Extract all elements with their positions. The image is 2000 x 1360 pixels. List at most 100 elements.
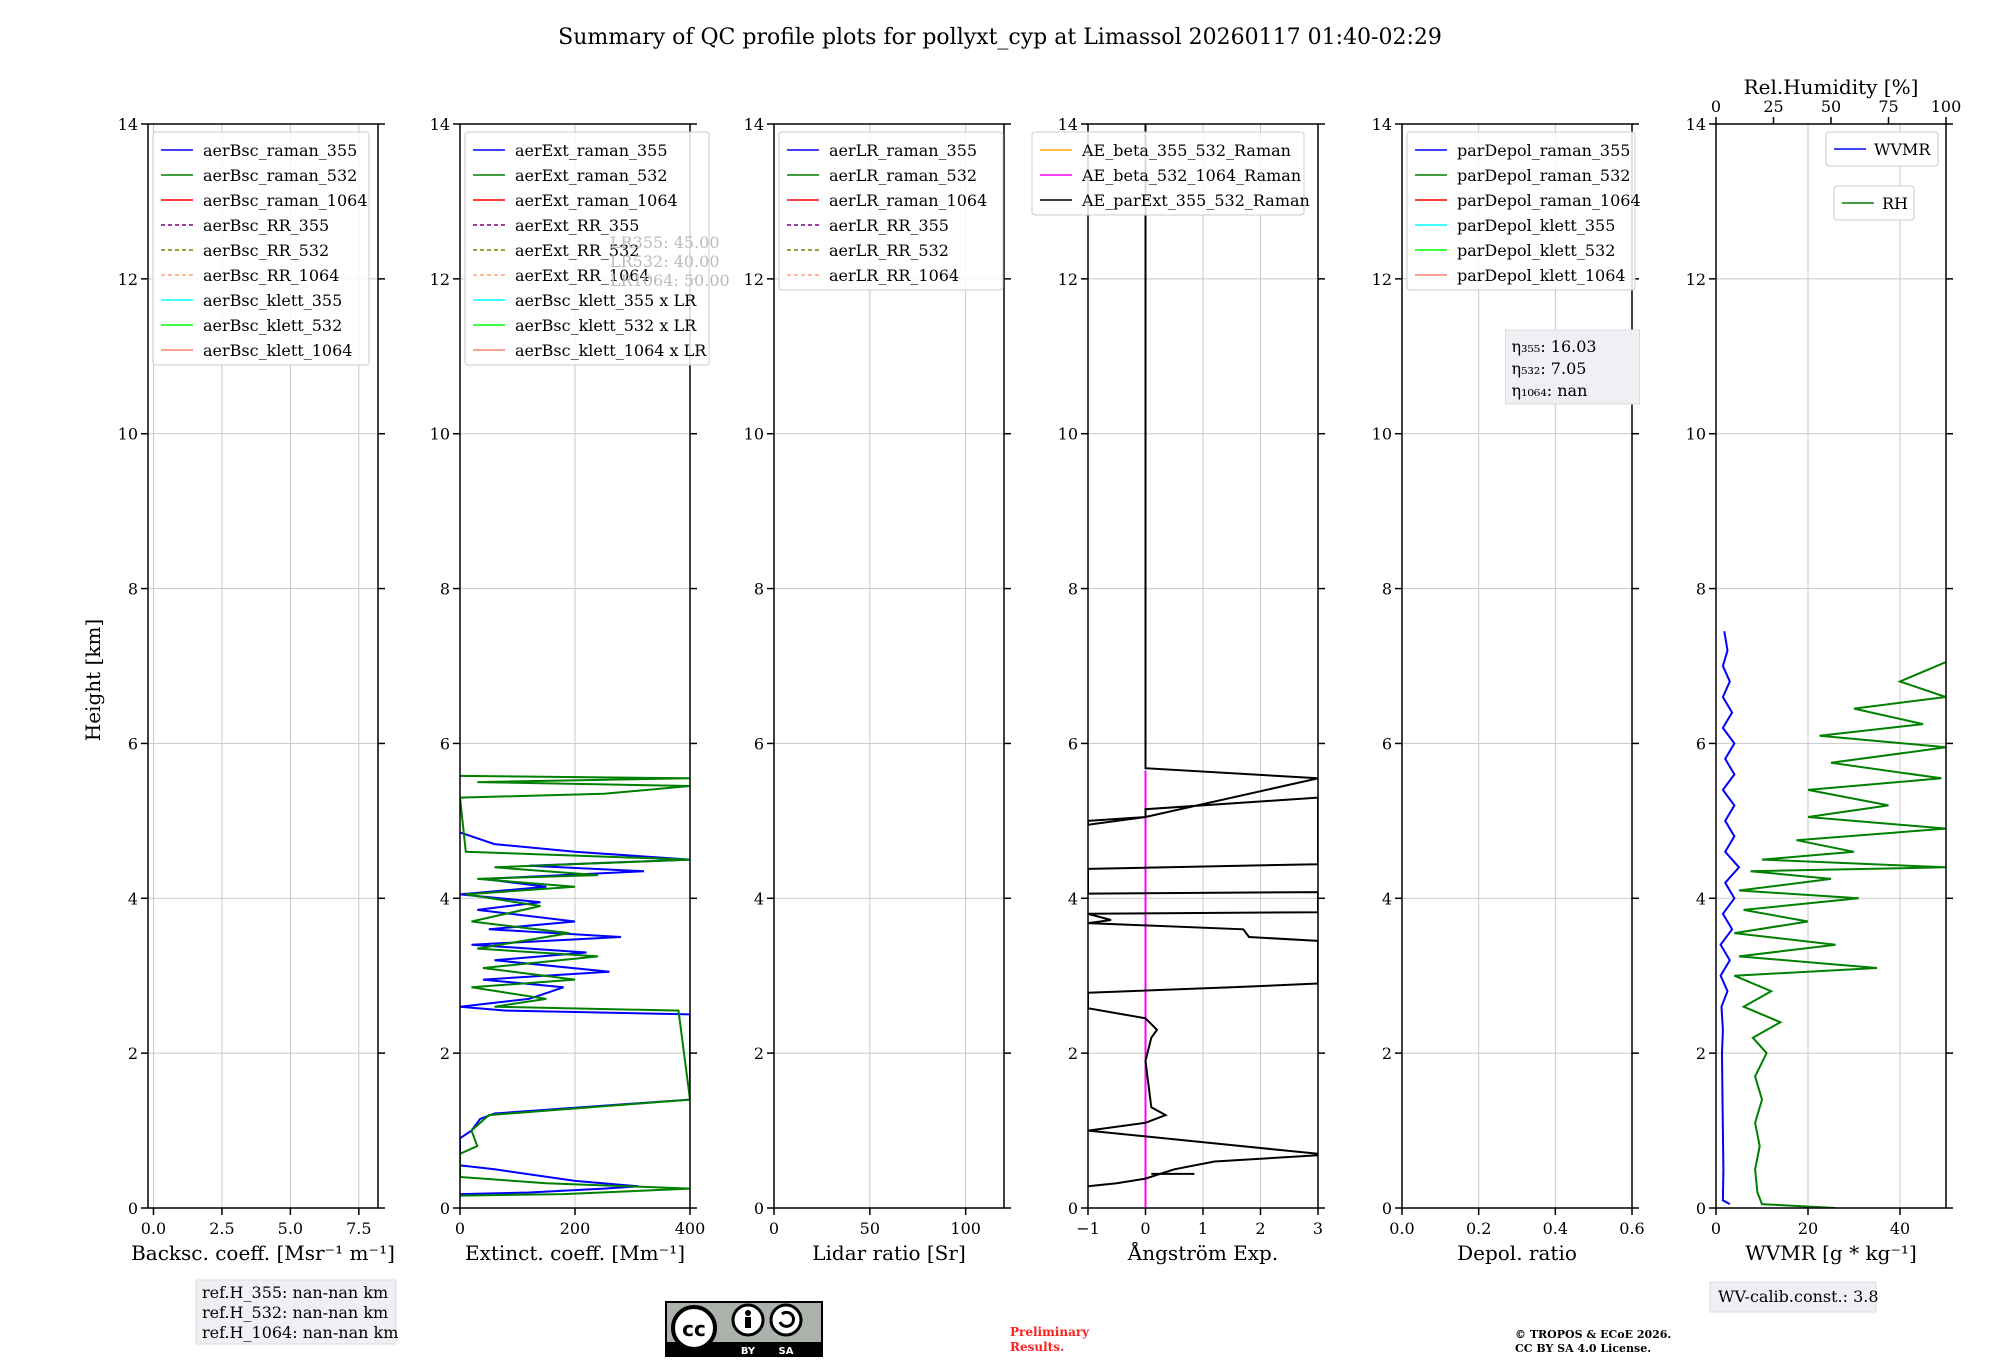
- xtick-label: 0: [1711, 1219, 1721, 1238]
- plot-frame: [773, 123, 1005, 1209]
- x-axis-label: Depol. ratio: [1457, 1241, 1577, 1265]
- figure-title: Summary of QC profile plots for pollyxt_…: [558, 25, 1442, 50]
- ytick-label: 8: [754, 580, 764, 599]
- xtick-label: 0.4: [1543, 1219, 1568, 1238]
- plot-frame: [147, 123, 379, 1209]
- refh-532: ref.H_532: nan-nan km: [202, 1303, 388, 1322]
- legend-label: aerExt_RR_532: [515, 241, 639, 260]
- by-label: BY: [741, 1346, 756, 1357]
- ytick-label: 8: [1068, 580, 1078, 599]
- ytick-label: 6: [1068, 734, 1078, 753]
- refh-1064: ref.H_1064: nan-nan km: [202, 1323, 398, 1342]
- ytick-label: 4: [1382, 889, 1392, 908]
- ytick-label: 8: [440, 580, 450, 599]
- legend-label: aerBsc_klett_532: [203, 316, 342, 335]
- ytick-label: 10: [118, 425, 138, 444]
- ytick-label: 12: [1686, 270, 1706, 289]
- ytick-label: 14: [744, 115, 764, 134]
- legend-label: aerExt_RR_355: [515, 216, 639, 235]
- series-line: [460, 774, 690, 1197]
- xtick-label: 40: [1890, 1219, 1910, 1238]
- ytick-label: 4: [128, 889, 138, 908]
- cc-icon: [671, 1305, 717, 1351]
- refh-box: ref.H_355: nan-nan km ref.H_532: nan-nan…: [195, 1279, 398, 1345]
- legend-label: RH: [1882, 194, 1908, 213]
- legend-rh: RH: [1833, 185, 1915, 221]
- x2tick-label: 75: [1878, 97, 1898, 116]
- x-axis-label: Backsc. coeff. [Msr⁻¹ m⁻¹]: [131, 1241, 395, 1265]
- xtick-label: 20: [1798, 1219, 1818, 1238]
- xtick-label: 400: [675, 1219, 706, 1238]
- ytick-label: 6: [128, 734, 138, 753]
- eta-1064: η₁₀₆₄: nan: [1512, 381, 1588, 400]
- legend-label: aerBsc_RR_1064: [203, 266, 339, 285]
- preliminary-line1: Preliminary: [1010, 1325, 1090, 1339]
- plot-frame: [1401, 123, 1633, 1209]
- legend-label: aerLR_RR_355: [829, 216, 949, 235]
- lr-annotation: LR355: 45.00: [610, 233, 720, 252]
- xtick-label: 0.0: [1389, 1219, 1414, 1238]
- xtick-label: 2.5: [209, 1219, 234, 1238]
- ytick-label: 2: [1068, 1044, 1078, 1063]
- legend-label: parDepol_raman_355: [1457, 141, 1630, 160]
- ytick-label: 8: [1696, 580, 1706, 599]
- sa-icon: [769, 1303, 803, 1337]
- legend-label: aerExt_raman_1064: [515, 191, 678, 210]
- legend-label: aerBsc_klett_532 x LR: [515, 316, 697, 335]
- ytick-label: 0: [1696, 1199, 1706, 1218]
- ytick-label: 10: [1372, 425, 1392, 444]
- x-axis-label: WVMR [g * kg⁻¹]: [1745, 1241, 1917, 1265]
- legend: aerBsc_raman_355 aerBsc_raman_532 aerBsc_r…: [152, 131, 370, 366]
- lr-annotation: LR532: 40.00: [610, 252, 720, 271]
- legend-label: WVMR: [1874, 140, 1931, 159]
- xtick-label: 0.0: [141, 1219, 166, 1238]
- xtick-label: 0: [455, 1219, 465, 1238]
- ytick-label: 6: [754, 734, 764, 753]
- refh-355: ref.H_355: nan-nan km: [202, 1283, 388, 1302]
- lr-annotation: LR1064: 50.00: [610, 271, 730, 290]
- ytick-label: 2: [754, 1044, 764, 1063]
- legend-label: aerExt_raman_532: [515, 166, 668, 185]
- eta-355: η₃₅₅: 16.03: [1512, 337, 1597, 356]
- legend: aerExt_raman_355 aerExt_raman_532 aerExt_r…: [464, 131, 710, 366]
- series-line: [1719, 631, 1741, 1205]
- eta-532: η₅₃₂: 7.05: [1512, 359, 1587, 378]
- x2tick-label: 25: [1763, 97, 1783, 116]
- legend: parDepol_raman_355 parDepol_raman_532 parD…: [1406, 131, 1641, 291]
- xtick-label: 100: [950, 1219, 981, 1238]
- ytick-label: 10: [1058, 425, 1078, 444]
- legend-label: aerBsc_klett_355 x LR: [515, 291, 697, 310]
- ytick-label: 4: [754, 889, 764, 908]
- legend-frame: [1031, 131, 1305, 216]
- ytick-label: 6: [440, 734, 450, 753]
- panel-wv: 0 2 4 6 8 10 12 14 0 20 40 0 25 50 75 100 Rel.Humidity […: [1686, 75, 1961, 1313]
- xtick-label: 0.2: [1466, 1219, 1491, 1238]
- eta-box: [1505, 329, 1640, 405]
- ytick-label: 12: [1372, 270, 1392, 289]
- ytick-label: 4: [1696, 889, 1706, 908]
- ytick-label: 0: [1068, 1199, 1078, 1218]
- sa-label: SA: [779, 1346, 794, 1357]
- legend-label: parDepol_klett_532: [1457, 241, 1615, 260]
- ytick-label: 8: [1382, 580, 1392, 599]
- ytick-label: 4: [1068, 889, 1078, 908]
- legend-label: aerBsc_raman_532: [203, 166, 357, 185]
- wv-calib-text: WV-calib.const.: 3.8: [1718, 1287, 1879, 1306]
- xtick-label: 2: [1255, 1219, 1265, 1238]
- ytick-label: 4: [440, 889, 450, 908]
- x-axis-label: Lidar ratio [Sr]: [812, 1241, 966, 1265]
- ytick-label: 10: [1686, 425, 1706, 444]
- legend-label: aerBsc_RR_355: [203, 216, 329, 235]
- legend-wvmr: WVMR: [1825, 131, 1939, 167]
- legend-label: AE_beta_355_532_Raman: [1081, 141, 1291, 160]
- copyright-line2: CC BY SA 4.0 License.: [1515, 1342, 1651, 1355]
- xtick-label: 0: [769, 1219, 779, 1238]
- legend-label: aerLR_raman_355: [829, 141, 977, 160]
- xtick-label: 0.6: [1619, 1219, 1644, 1238]
- ytick-label: 14: [430, 115, 450, 134]
- series-line: [1734, 661, 1946, 1208]
- legend: aerLR_raman_355 aerLR_raman_532 aerLR_rama…: [778, 131, 1004, 291]
- legend-label: aerBsc_klett_1064 x LR: [515, 341, 707, 360]
